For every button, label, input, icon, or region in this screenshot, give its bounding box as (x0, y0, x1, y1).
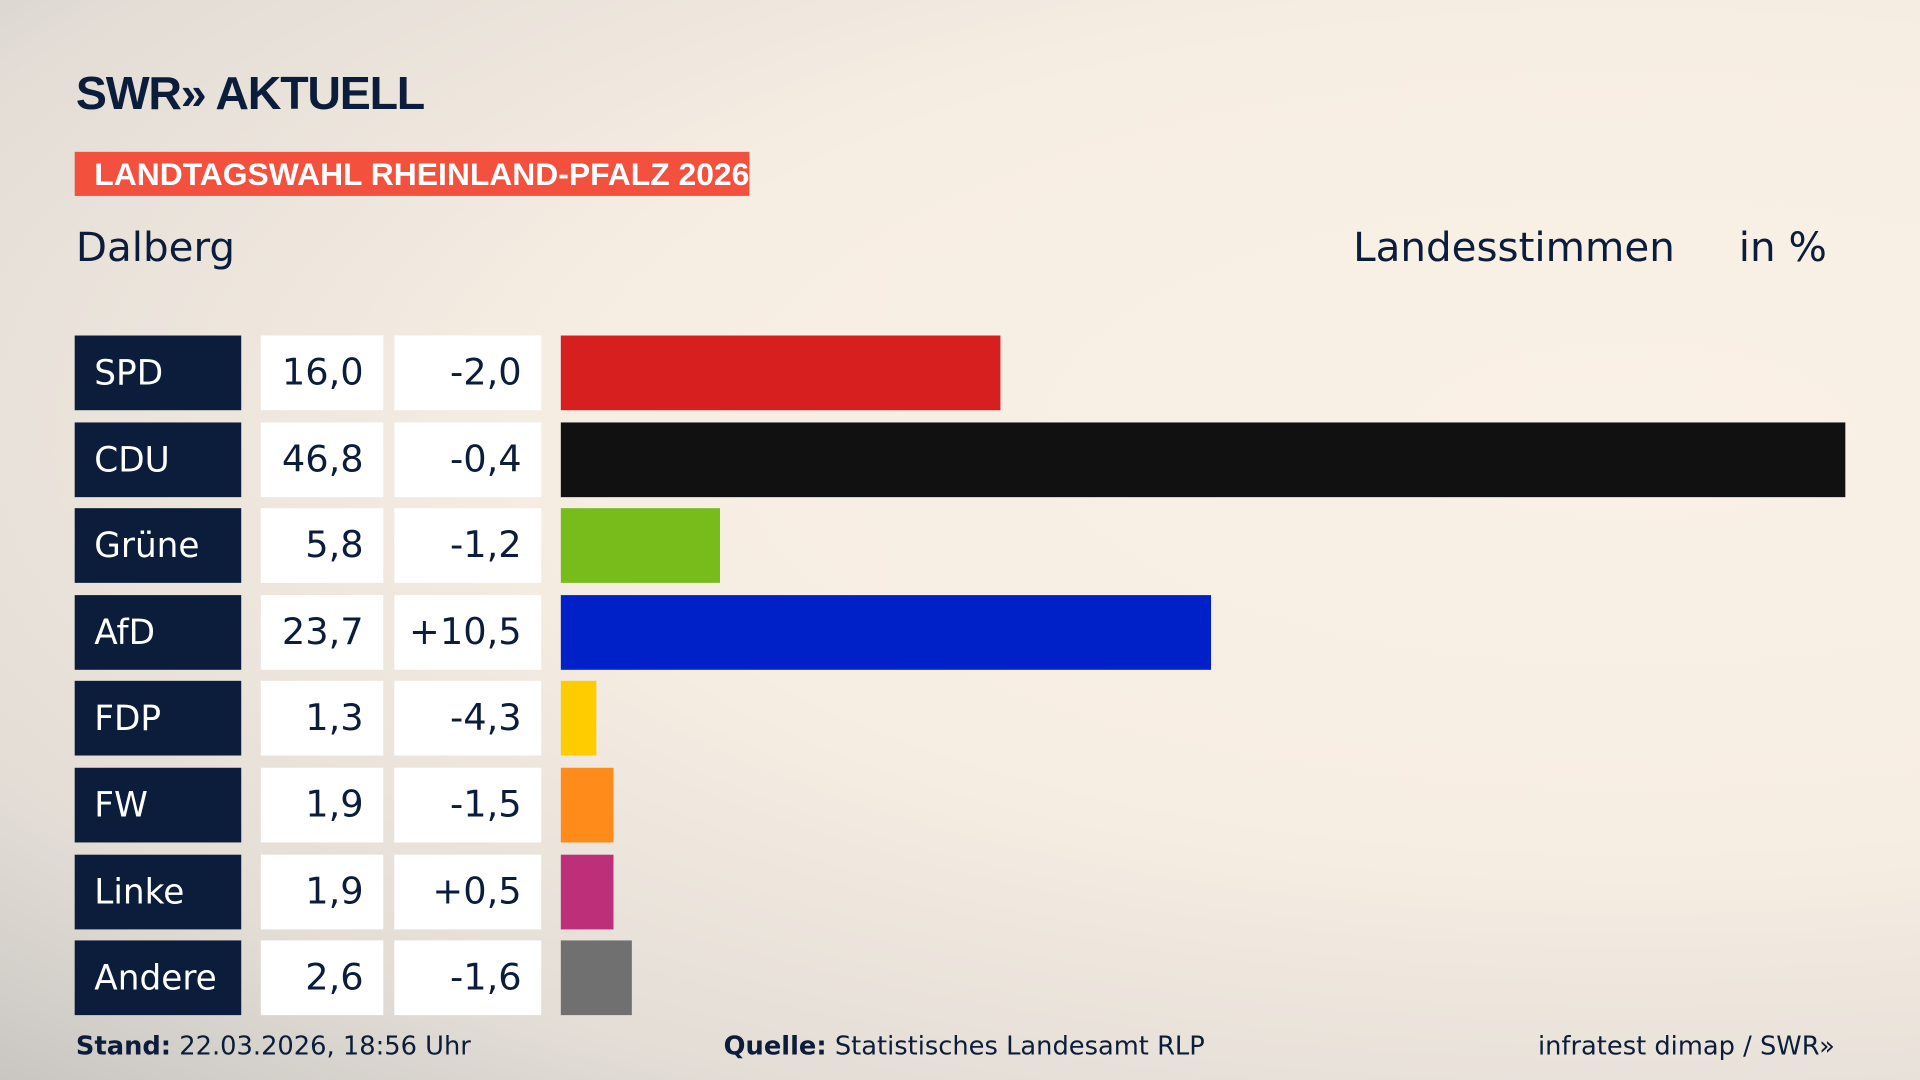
value-label: 5,8 (260, 508, 384, 584)
bar-grüne (560, 508, 721, 584)
party-label: SPD (74, 335, 242, 411)
value-label: 46,8 (260, 421, 384, 497)
measure-label: Landesstimmen (1353, 222, 1675, 271)
bar-andere (560, 940, 633, 1016)
diff-label: -1,2 (394, 508, 542, 584)
diff-label: -2,0 (394, 335, 542, 411)
value-label: 1,3 (260, 681, 384, 756)
party-label: Linke (74, 854, 242, 929)
bar-spd (560, 335, 1000, 411)
location-title: Dalberg (75, 222, 236, 271)
party-label: Andere (74, 940, 242, 1016)
value-label: 1,9 (260, 854, 384, 929)
value-label: 1,9 (260, 767, 384, 843)
stand-label: Stand: (75, 1031, 172, 1061)
timestamp: Stand: 22.03.2026, 18:56 Uhr (76, 1031, 471, 1060)
source: Quelle: Statistisches Landesamt RLP (724, 1031, 1205, 1060)
diff-label: +0,5 (394, 854, 542, 929)
election-kicker: LANDTAGSWAHL RHEINLAND-PFALZ 2026 (74, 151, 750, 196)
source-value: Statistisches Landesamt RLP (834, 1031, 1205, 1061)
swr-aktuell-logo: SWR» AKTUELL (75, 68, 425, 121)
value-label: 16,0 (260, 335, 384, 411)
party-label: FW (74, 767, 242, 843)
diff-label: +10,5 (394, 594, 542, 670)
diff-label: -1,6 (394, 940, 542, 1016)
diff-label: -1,5 (394, 767, 542, 843)
diff-label: -4,3 (394, 681, 542, 756)
stand-value: 22.03.2026, 18:56 Uhr (179, 1031, 471, 1061)
unit-label: in % (1738, 222, 1827, 271)
bar-linke (560, 854, 613, 929)
value-label: 2,6 (260, 940, 384, 1016)
diff-label: -0,4 (394, 421, 542, 497)
bar-cdu (560, 421, 1846, 497)
value-label: 23,7 (260, 594, 384, 670)
party-label: CDU (74, 421, 242, 497)
party-label: FDP (74, 681, 242, 756)
credit: infratest dimap / SWR» (1537, 1031, 1835, 1061)
party-label: Grüne (74, 508, 242, 584)
party-label: AfD (74, 594, 242, 670)
bar-afd (560, 594, 1212, 670)
bar-fw (560, 767, 613, 843)
source-label: Quelle: (723, 1031, 827, 1061)
bar-fdp (560, 681, 597, 756)
